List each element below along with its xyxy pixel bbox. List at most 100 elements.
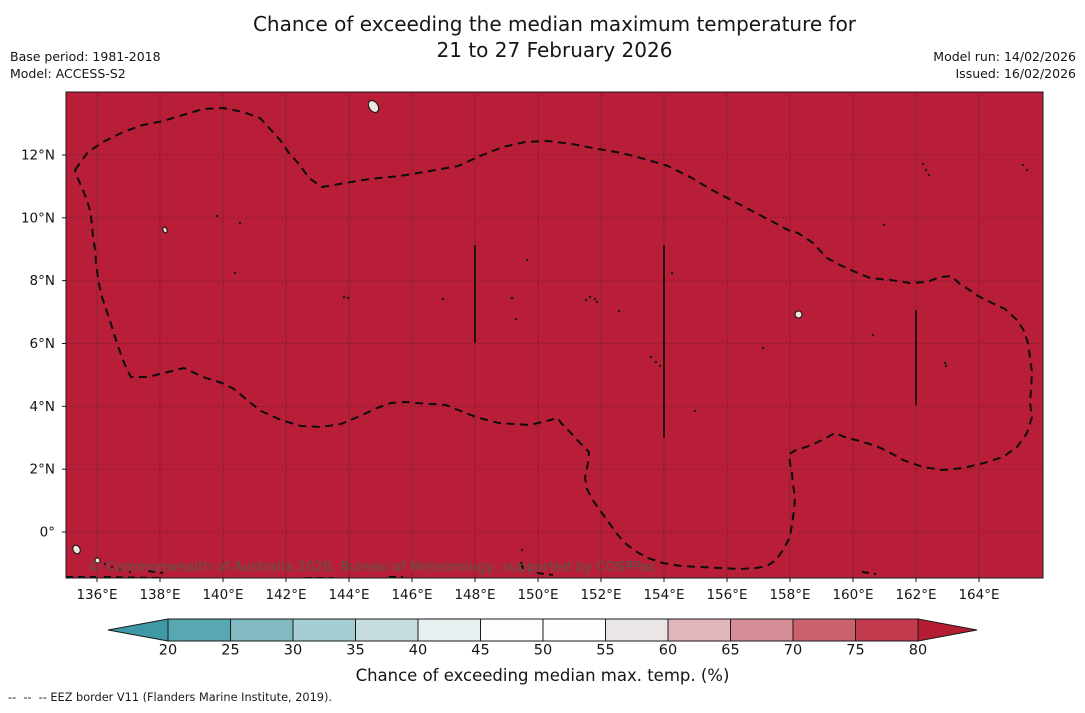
island-dot bbox=[215, 214, 219, 218]
island-dot bbox=[595, 300, 599, 304]
colorbar-segment bbox=[230, 618, 294, 642]
colorbar-segment bbox=[167, 618, 231, 642]
island-dot bbox=[649, 355, 653, 359]
colorbar-tick-label: 60 bbox=[659, 643, 677, 659]
title-line2: 21 to 27 February 2026 bbox=[436, 38, 673, 62]
island-dot bbox=[233, 271, 237, 275]
island-dot bbox=[924, 168, 928, 172]
island-dot bbox=[1021, 163, 1025, 167]
island-dot bbox=[761, 346, 765, 350]
island-dot bbox=[593, 297, 597, 301]
y-tick-label: 2°N bbox=[30, 462, 55, 478]
island-dot bbox=[670, 271, 674, 275]
colorbar-tick-label: 75 bbox=[846, 643, 864, 659]
colorbar-tick-label: 25 bbox=[221, 643, 239, 659]
island-dot bbox=[110, 565, 114, 569]
island-dot bbox=[943, 361, 947, 365]
island-dot bbox=[441, 297, 445, 301]
colorbar-segment bbox=[417, 618, 481, 642]
page-title: Chance of exceeding the median maximum t… bbox=[66, 11, 1043, 63]
eez-border-fragment bbox=[536, 572, 554, 576]
x-tick-label: 148°E bbox=[454, 587, 495, 603]
x-tick-label: 152°E bbox=[580, 587, 621, 603]
island-outline bbox=[94, 557, 101, 564]
island-dot bbox=[525, 258, 529, 262]
colorbar-tick-label: 35 bbox=[346, 643, 364, 659]
y-tick-label: 8°N bbox=[30, 273, 55, 289]
x-tick-label: 164°E bbox=[958, 587, 999, 603]
map-background bbox=[66, 92, 1043, 578]
colorbar-under-arrow bbox=[107, 618, 169, 642]
y-tick-label: 10°N bbox=[21, 210, 55, 226]
model-run-text: Model run: 14/02/2026 bbox=[933, 49, 1076, 64]
y-tick-label: 4°N bbox=[30, 399, 55, 415]
watermark-text: © Commonwealth of Australia 2026, Bureau… bbox=[88, 559, 656, 575]
island-outline bbox=[162, 226, 168, 234]
island-dot bbox=[346, 296, 350, 300]
island-dot bbox=[128, 570, 132, 574]
colorbar-segment bbox=[605, 618, 669, 642]
x-tick-label: 146°E bbox=[391, 587, 432, 603]
meta-right: Model run: 14/02/2026 Issued: 16/02/2026 bbox=[933, 48, 1076, 82]
island-dot bbox=[118, 568, 122, 572]
colorbar-segment bbox=[855, 618, 919, 642]
colorbar-tick-label: 55 bbox=[596, 643, 614, 659]
colorbar-tick-label: 65 bbox=[721, 643, 739, 659]
issued-text: Issued: 16/02/2026 bbox=[955, 66, 1077, 81]
x-tick-label: 144°E bbox=[328, 587, 369, 603]
colorbar-tick-label: 50 bbox=[534, 643, 552, 659]
title-line1: Chance of exceeding the median maximum t… bbox=[252, 12, 857, 36]
island-dot bbox=[944, 364, 948, 368]
colorbar-segment bbox=[292, 618, 356, 642]
x-tick-label: 158°E bbox=[769, 587, 810, 603]
y-tick-label: 12°N bbox=[21, 148, 55, 164]
island-dot bbox=[927, 173, 931, 177]
y-tick-label: 0° bbox=[40, 524, 55, 540]
x-tick-label: 162°E bbox=[895, 587, 936, 603]
island-outline bbox=[72, 544, 81, 555]
colorbar-tick-label: 80 bbox=[909, 643, 927, 659]
meta-left: Base period: 1981-2018 Model: ACCESS-S2 bbox=[10, 48, 161, 82]
island-dot bbox=[617, 309, 621, 313]
colorbar-segment bbox=[542, 618, 606, 642]
colorbar-segment bbox=[355, 618, 419, 642]
island-dot bbox=[588, 295, 592, 299]
island-dot bbox=[520, 548, 524, 552]
colorbar-tick-label: 70 bbox=[784, 643, 802, 659]
colorbar-segment bbox=[792, 618, 856, 642]
island-dot bbox=[871, 333, 875, 337]
base-period-text: Base period: 1981-2018 bbox=[10, 49, 161, 64]
island-outline bbox=[794, 310, 803, 319]
x-tick-label: 136°E bbox=[76, 587, 117, 603]
colorbar-segment bbox=[667, 618, 731, 642]
island-dot bbox=[693, 409, 697, 413]
x-tick-label: 154°E bbox=[643, 587, 684, 603]
colorbar-tick-label: 30 bbox=[284, 643, 302, 659]
colorbar-label: Chance of exceeding median max. temp. (%… bbox=[355, 666, 730, 685]
eez-border-path bbox=[74, 107, 1033, 570]
island-outline bbox=[367, 100, 380, 113]
island-dot bbox=[654, 360, 658, 364]
island-dot bbox=[1025, 168, 1029, 172]
colorbar-tick-label: 20 bbox=[159, 643, 177, 659]
x-tick-label: 140°E bbox=[202, 587, 243, 603]
colorbar-segment bbox=[730, 618, 794, 642]
island-dot bbox=[921, 162, 925, 166]
colorbar-tick-label: 40 bbox=[409, 643, 427, 659]
colorbar-tick-label: 45 bbox=[471, 643, 489, 659]
island-dot bbox=[92, 244, 96, 248]
map-frame bbox=[65, 91, 1044, 579]
x-tick-label: 142°E bbox=[265, 587, 306, 603]
map-layer: © Commonwealth of Australia 2026, Bureau… bbox=[66, 92, 1043, 578]
island-dot bbox=[514, 317, 518, 321]
x-tick-label: 160°E bbox=[832, 587, 873, 603]
eez-border-fragment bbox=[861, 571, 877, 575]
island-dot bbox=[584, 298, 588, 302]
island-dot bbox=[510, 296, 514, 300]
eez-footer-note: -- -- -- EEZ border V11 (Flanders Marine… bbox=[8, 691, 332, 704]
island-dot bbox=[238, 221, 242, 225]
x-tick-label: 138°E bbox=[139, 587, 180, 603]
island-dot bbox=[103, 562, 107, 566]
model-text: Model: ACCESS-S2 bbox=[10, 66, 126, 81]
